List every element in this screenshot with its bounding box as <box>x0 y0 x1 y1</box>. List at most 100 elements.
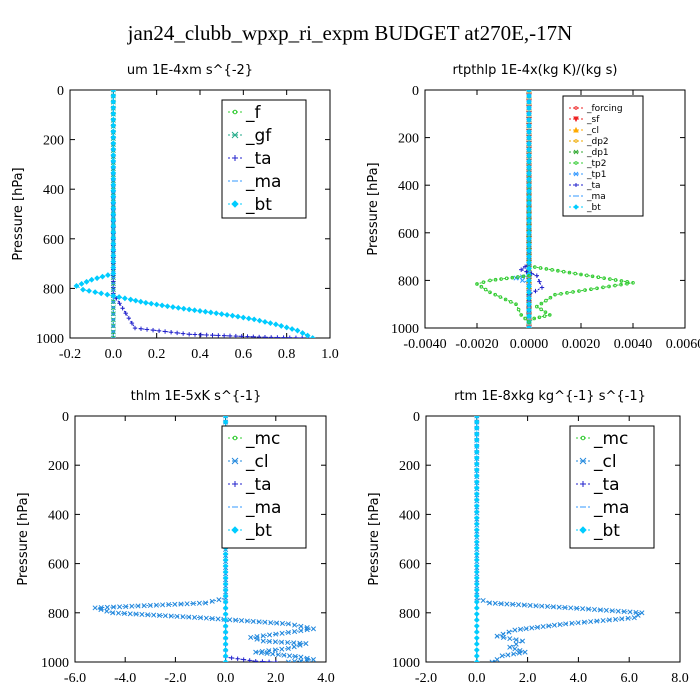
data-point <box>562 604 568 611</box>
data-point <box>110 199 117 206</box>
y-tick-label: 1000 <box>392 656 420 671</box>
data-point <box>110 252 117 259</box>
data-point <box>142 299 149 306</box>
data-point <box>299 335 305 338</box>
data-point <box>229 312 236 319</box>
data-point <box>174 330 180 336</box>
data-point <box>473 437 480 443</box>
data-point <box>268 335 274 338</box>
data-point <box>526 182 532 189</box>
data-point <box>526 206 532 212</box>
data-point <box>545 603 551 610</box>
legend-marker <box>574 106 578 110</box>
data-point <box>517 626 524 632</box>
legend-marker <box>232 435 238 441</box>
data-point <box>289 326 295 332</box>
data-point <box>304 332 311 338</box>
legend-entry: _ta <box>576 475 620 495</box>
data-point <box>222 659 229 662</box>
data-point <box>561 269 566 274</box>
legend-label: _ma <box>593 498 629 518</box>
data-point <box>222 605 229 611</box>
data-point <box>473 455 480 461</box>
data-point <box>516 275 520 279</box>
data-point <box>104 608 110 614</box>
data-point <box>583 288 587 292</box>
data-point <box>285 645 291 652</box>
data-point <box>292 653 298 660</box>
data-point <box>304 625 310 631</box>
data-point <box>174 613 180 619</box>
y-axis-label: Pressure [hPa] <box>16 492 31 585</box>
data-point <box>526 289 532 296</box>
data-point <box>526 247 532 254</box>
legend-entry: _mc <box>576 429 628 449</box>
x-tick-label: 4.0 <box>570 671 588 686</box>
data-point <box>526 259 532 266</box>
legend-label: _tp1 <box>586 170 606 180</box>
data-point <box>519 267 524 272</box>
data-point <box>607 284 611 289</box>
data-point <box>298 658 304 662</box>
data-point <box>162 329 168 334</box>
data-point <box>526 325 532 328</box>
data-point <box>110 158 117 164</box>
y-tick-label: 800 <box>398 274 419 289</box>
data-point <box>98 606 104 613</box>
data-point <box>532 265 537 269</box>
data-point <box>216 333 221 338</box>
legend-entry: _gf <box>228 126 272 146</box>
data-point <box>534 304 539 309</box>
data-point <box>222 629 229 635</box>
data-point <box>557 621 563 628</box>
data-point <box>473 431 480 437</box>
data-point <box>110 181 117 188</box>
data-point <box>310 626 317 632</box>
legend-marker <box>231 200 239 208</box>
legend-label: _sf <box>586 115 600 125</box>
data-point <box>475 282 479 286</box>
data-point <box>539 301 544 306</box>
data-point <box>505 652 511 658</box>
data-point <box>526 140 532 147</box>
data-point <box>132 325 138 331</box>
data-point <box>123 603 129 610</box>
legend-box <box>221 425 307 549</box>
data-point <box>473 635 480 641</box>
data-point <box>241 657 246 662</box>
data-point <box>110 217 117 224</box>
data-point <box>538 266 543 270</box>
data-point <box>575 620 581 626</box>
legend-marker <box>579 457 587 465</box>
legend-marker <box>231 526 239 534</box>
data-point <box>273 659 278 662</box>
data-point <box>285 621 291 627</box>
x-tick-label: -6.0 <box>64 671 86 686</box>
data-point <box>600 617 606 624</box>
data-point <box>222 416 229 419</box>
data-point <box>132 297 139 304</box>
data-point <box>526 307 532 314</box>
data-point <box>202 308 209 315</box>
data-point <box>473 539 480 545</box>
data-point <box>253 649 259 655</box>
data-point <box>86 287 92 294</box>
data-point <box>529 625 535 631</box>
y-tick-label: 1000 <box>36 332 64 347</box>
data-point <box>98 290 105 297</box>
chart-panel-4: rtm 1E-8xkg kg^{-1} s^{-1} Pressure [hPa]… <box>367 389 689 686</box>
data-point <box>526 134 532 141</box>
data-point <box>539 285 545 290</box>
data-point <box>621 609 627 615</box>
data-point <box>260 638 266 644</box>
data-point <box>473 575 480 581</box>
data-point <box>285 659 291 662</box>
data-point <box>539 307 543 312</box>
data-point <box>489 659 495 662</box>
data-point <box>160 602 166 608</box>
data-point <box>110 193 117 200</box>
legend-label: _mc <box>593 429 628 449</box>
data-point <box>202 600 209 606</box>
data-point <box>526 229 532 236</box>
